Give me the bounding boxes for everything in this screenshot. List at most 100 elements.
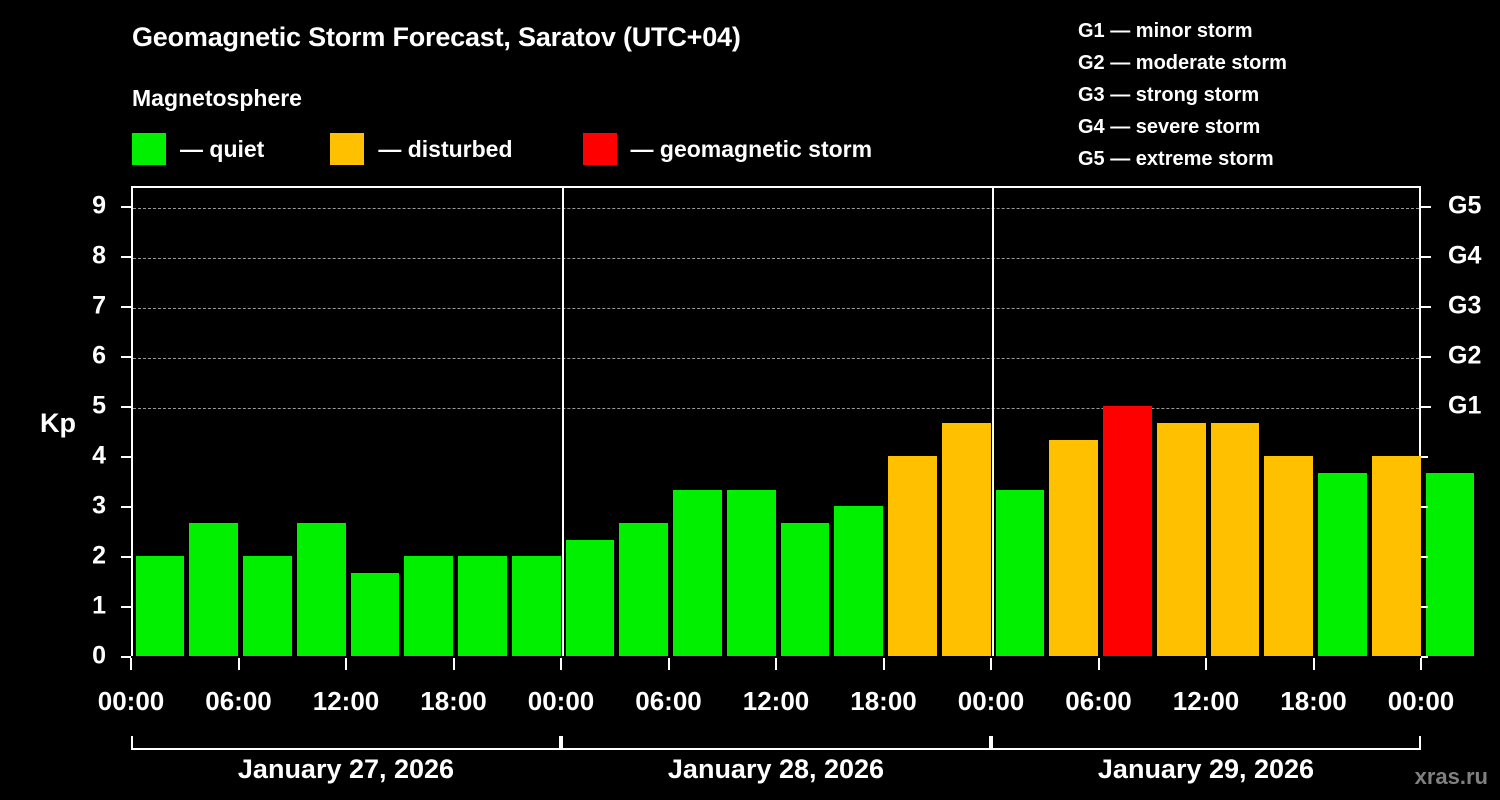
x-tick-label-2: 12:00	[312, 686, 380, 716]
g-legend-row-g4: G4 — severe storm	[1078, 116, 1261, 138]
gridline-kp-7	[133, 308, 1419, 309]
y-tick-mark-4	[121, 456, 131, 458]
y-tick-mark-8	[121, 256, 131, 258]
x-tick-mark-8	[990, 658, 992, 670]
y-tick-mark-7	[121, 306, 131, 308]
x-tick-mark-6	[775, 658, 777, 670]
legend-item-storm: — geomagnetic storm	[582, 133, 873, 165]
x-tick-mark-12	[1420, 658, 1422, 670]
y-tick-mark-3	[121, 506, 131, 508]
x-tick-mark-2	[345, 658, 347, 670]
x-tick-label-9: 06:00	[1065, 686, 1132, 716]
g-legend-row-g3: G3 — strong storm	[1078, 84, 1260, 106]
g-legend-row-g5: G5 — extreme storm	[1078, 148, 1274, 170]
bar	[565, 539, 615, 656]
gridline-kp-6	[133, 358, 1419, 359]
y-tick-label-7: 7	[92, 291, 106, 320]
date-bracket-1	[131, 736, 561, 750]
g-tick-mark-g2	[1421, 356, 1431, 358]
day-divider-2	[992, 188, 994, 656]
magnetosphere-label: Magnetosphere	[132, 85, 302, 111]
quiet-swatch-icon	[132, 133, 166, 165]
x-tick-mark-10	[1205, 658, 1207, 670]
bar	[511, 556, 561, 656]
y-tick-mark-2	[121, 556, 131, 558]
x-tick-mark-1	[237, 658, 240, 670]
g-tick-label-g5: G5	[1448, 191, 1482, 220]
x-tick-mark-7	[882, 658, 885, 670]
legend-label-quiet: — quiet	[180, 135, 265, 162]
legend-item-quiet: — quiet	[132, 133, 264, 165]
y-tick-label-3: 3	[92, 491, 106, 520]
g-scale-legend: G1 — minor storm G2 — moderate storm G3 …	[1078, 15, 1287, 175]
bar	[1156, 422, 1206, 656]
right-minor-tick-kp-3	[1421, 506, 1428, 508]
bar	[941, 422, 991, 656]
x-tick-label-10: 12:00	[1172, 686, 1240, 716]
bar	[726, 489, 776, 656]
x-tick-label-6: 12:00	[742, 686, 810, 716]
color-legend: — quiet — disturbed — geomagnetic storm	[132, 132, 872, 166]
legend-label-storm: — geomagnetic storm	[630, 135, 873, 162]
bar	[1425, 472, 1475, 656]
bar	[243, 556, 292, 656]
y-tick-label-8: 8	[92, 241, 106, 270]
gridline-kp-8	[133, 258, 1419, 259]
x-tick-label-11: 18:00	[1280, 686, 1347, 716]
legend-item-disturbed: — disturbed	[330, 133, 513, 165]
date-label-2: January 28, 2026	[667, 754, 885, 784]
x-tick-label-12: 00:00	[1387, 686, 1455, 716]
bar	[296, 522, 346, 656]
x-tick-label-4: 00:00	[527, 686, 595, 716]
g-tick-mark-g3	[1421, 306, 1431, 308]
day-divider-1	[562, 188, 564, 656]
g-tick-label-g2: G2	[1448, 341, 1482, 370]
bar	[834, 506, 883, 656]
bar	[1318, 472, 1367, 656]
storm-swatch-icon	[582, 133, 617, 165]
date-label-3: January 29, 2026	[1097, 754, 1315, 784]
y-tick-mark-1	[121, 606, 131, 608]
y-tick-label-0: 0	[92, 641, 106, 670]
g-legend-row-g2: G2 — moderate storm	[1078, 52, 1287, 74]
bar	[995, 489, 1045, 656]
y-tick-mark-5	[121, 406, 131, 408]
bar	[619, 522, 668, 656]
x-tick-mark-9	[1097, 658, 1100, 670]
bar	[673, 489, 722, 656]
g-legend-row-g1: G1 — minor storm	[1078, 20, 1253, 42]
right-minor-tick-kp-0	[1421, 656, 1428, 658]
x-tick-label-7: 18:00	[850, 686, 917, 716]
x-tick-label-5: 06:00	[635, 686, 702, 716]
page-title: Geomagnetic Storm Forecast, Saratov (UTC…	[132, 22, 741, 52]
plot-area	[131, 186, 1475, 656]
bar	[1210, 422, 1260, 656]
x-tick-mark-4	[560, 658, 562, 670]
date-bracket-2	[561, 736, 991, 750]
bar	[1371, 456, 1421, 656]
date-bracket-3	[991, 736, 1421, 750]
gridline-kp-5	[133, 408, 1419, 409]
bar	[1264, 456, 1313, 656]
x-tick-mark-0	[130, 658, 132, 670]
x-tick-label-8: 00:00	[957, 686, 1025, 716]
y-tick-mark-6	[121, 356, 131, 358]
gridline-kp-9	[133, 208, 1419, 209]
x-tick-label-0: 00:00	[97, 686, 165, 716]
bar	[888, 456, 937, 656]
x-tick-label-1: 06:00	[205, 686, 272, 716]
x-tick-mark-3	[452, 658, 455, 670]
y-tick-label-9: 9	[92, 191, 106, 220]
bar	[458, 556, 507, 656]
x-tick-mark-11	[1312, 658, 1315, 670]
bar	[1103, 406, 1152, 656]
g-tick-label-g4: G4	[1448, 241, 1482, 270]
y-axis-title: Kp	[40, 408, 76, 438]
legend-label-disturbed: — disturbed	[378, 135, 513, 162]
g-tick-label-g1: G1	[1448, 391, 1482, 420]
y-tick-label-6: 6	[92, 341, 106, 370]
plot-inner	[133, 188, 1475, 656]
disturbed-swatch-icon	[330, 133, 365, 165]
y-tick-label-5: 5	[92, 391, 106, 420]
bar	[350, 572, 400, 656]
